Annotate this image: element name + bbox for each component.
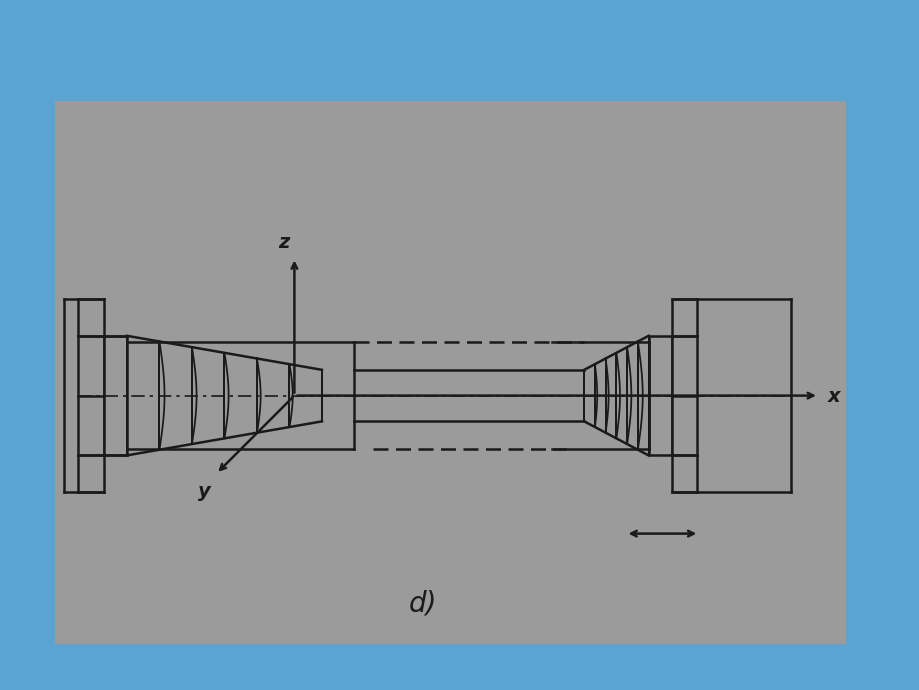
Text: z: z [278, 233, 289, 253]
Bar [648, 336, 671, 455]
Text: d): d) [409, 590, 437, 618]
Text: x: x [827, 387, 840, 406]
Bar [78, 299, 104, 492]
Bar [671, 299, 697, 492]
Bar [104, 336, 127, 455]
Text: y: y [198, 482, 210, 501]
FancyBboxPatch shape [55, 101, 845, 644]
